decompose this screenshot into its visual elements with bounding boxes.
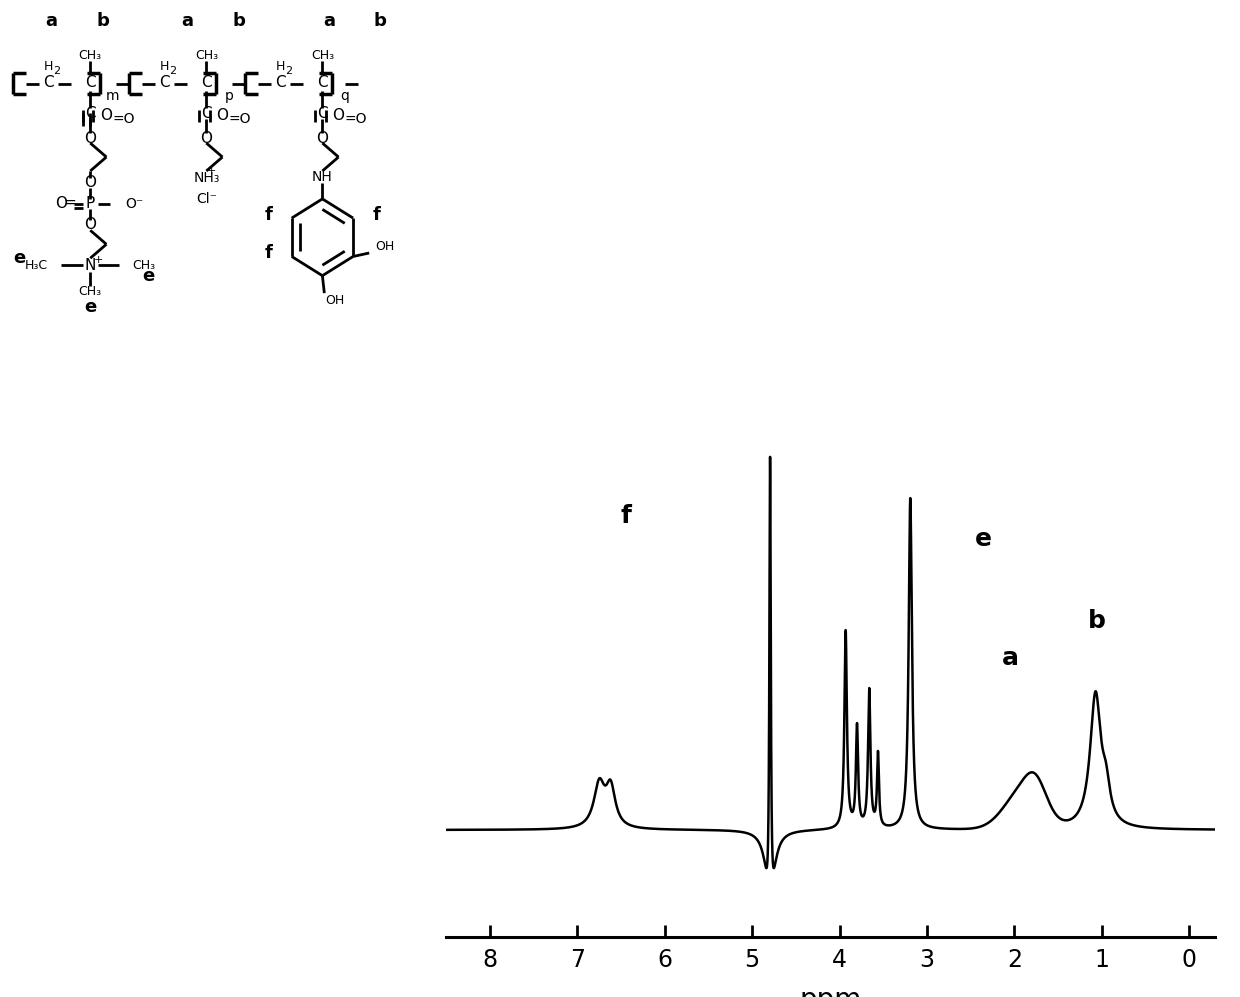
Text: +: + xyxy=(93,255,103,265)
Text: e: e xyxy=(143,266,155,285)
Text: C: C xyxy=(275,75,285,90)
Text: C: C xyxy=(317,75,327,90)
Text: b: b xyxy=(374,12,387,30)
Text: O: O xyxy=(316,131,329,146)
Text: a: a xyxy=(1002,646,1018,670)
Text: H: H xyxy=(43,60,53,73)
Text: m: m xyxy=(107,90,119,104)
Text: O: O xyxy=(201,131,212,146)
Text: O: O xyxy=(84,217,97,232)
Text: =O: =O xyxy=(229,112,252,126)
Text: f: f xyxy=(372,205,381,223)
Text: b: b xyxy=(1087,609,1105,633)
Text: 2: 2 xyxy=(53,66,61,76)
Text: C: C xyxy=(159,75,170,90)
Text: e: e xyxy=(14,249,26,267)
Text: O: O xyxy=(100,109,113,124)
Text: b: b xyxy=(97,12,109,30)
Text: f: f xyxy=(264,244,273,262)
Text: P: P xyxy=(86,196,95,211)
Text: f: f xyxy=(620,503,631,527)
Text: C: C xyxy=(317,106,327,121)
Text: NH₃: NH₃ xyxy=(193,170,219,185)
Text: C: C xyxy=(43,75,53,90)
Text: CH₃: CH₃ xyxy=(78,285,102,298)
Text: H₃C: H₃C xyxy=(25,258,48,272)
Text: e: e xyxy=(84,298,97,316)
Text: a: a xyxy=(46,12,57,30)
Text: NH: NH xyxy=(312,169,332,183)
Text: p: p xyxy=(224,90,233,104)
Text: H: H xyxy=(275,60,285,73)
Text: 2: 2 xyxy=(169,66,176,76)
Text: H: H xyxy=(160,60,169,73)
Text: a: a xyxy=(181,12,193,30)
Text: CH₃: CH₃ xyxy=(195,49,218,63)
Text: C: C xyxy=(201,106,212,121)
Text: =O: =O xyxy=(345,112,367,126)
Text: OH: OH xyxy=(376,239,394,252)
Text: O: O xyxy=(217,109,228,124)
Text: C: C xyxy=(86,75,95,90)
Text: Cl⁻: Cl⁻ xyxy=(196,191,217,206)
Text: C: C xyxy=(201,75,212,90)
X-axis label: ppm: ppm xyxy=(800,986,862,997)
Text: b: b xyxy=(232,12,246,30)
Text: O: O xyxy=(56,196,67,211)
Text: O⁻: O⁻ xyxy=(125,196,144,210)
Text: f: f xyxy=(264,205,273,223)
Text: OH: OH xyxy=(326,293,345,307)
Text: =O: =O xyxy=(113,112,135,126)
Text: 2: 2 xyxy=(285,66,293,76)
Text: CH₃: CH₃ xyxy=(133,258,155,272)
Text: e: e xyxy=(975,526,992,550)
Text: CH₃: CH₃ xyxy=(78,49,102,63)
Text: N: N xyxy=(84,257,95,273)
Text: O: O xyxy=(84,131,97,146)
Text: +: + xyxy=(207,166,216,176)
Text: O: O xyxy=(332,109,345,124)
Text: q: q xyxy=(341,90,350,104)
Text: O: O xyxy=(84,175,97,190)
Text: =: = xyxy=(63,194,76,210)
Text: CH₃: CH₃ xyxy=(311,49,334,63)
Text: a: a xyxy=(322,12,335,30)
Text: C: C xyxy=(86,106,95,121)
